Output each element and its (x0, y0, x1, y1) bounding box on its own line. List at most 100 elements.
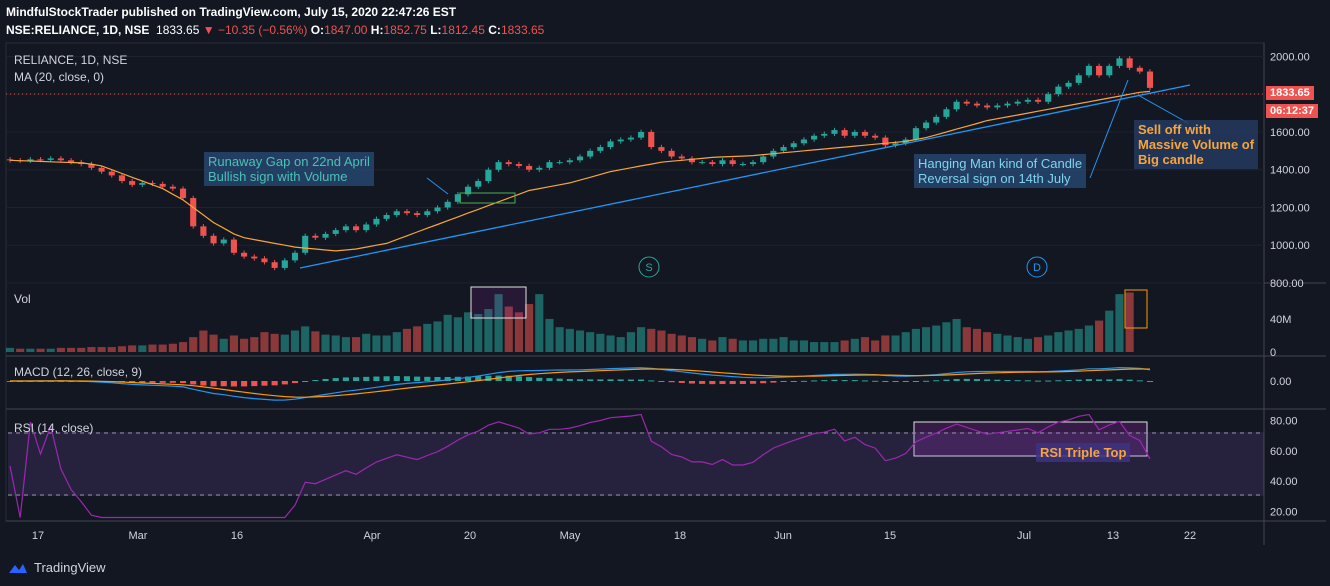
macd-histogram-bar (892, 381, 899, 382)
volume-bar (647, 328, 656, 352)
volume-bar (575, 330, 585, 352)
volume-bar (657, 330, 666, 352)
macd-histogram-bar (1034, 380, 1042, 382)
macd-histogram-bar (831, 379, 838, 381)
selloff-annotation[interactable]: Sell off with Massive Volume of Big cand… (1134, 120, 1259, 169)
macd-histogram-bar (485, 375, 492, 381)
rsi-legend[interactable]: RSI (14, close) (14, 421, 94, 435)
macd-histogram-bar (933, 380, 940, 382)
macd-histogram-bar (169, 381, 176, 383)
volume-bar (1125, 292, 1134, 352)
volume-bar (107, 347, 116, 352)
candle-body (658, 147, 665, 151)
time-tick-label: 16 (231, 530, 243, 542)
macd-histogram-bar (872, 380, 879, 382)
macd-histogram-bar (607, 379, 614, 381)
volume-bar (962, 327, 971, 352)
volume-bar (270, 333, 279, 352)
volume-bar (942, 322, 951, 352)
rsi-tick-label: 40.00 (1270, 476, 1298, 488)
trendline[interactable] (299, 84, 1191, 269)
macd-histogram-bar (780, 381, 787, 382)
candle-body (933, 116, 940, 123)
gap-annotation[interactable]: Runaway Gap on 22nd April Bullish sign w… (204, 152, 374, 186)
rsi-annotation[interactable]: RSI Triple Top (1036, 443, 1131, 462)
candle-body (892, 143, 899, 146)
time-tick-label: 17 (32, 530, 44, 542)
main-legend[interactable]: RELIANCE, 1D, NSE (14, 53, 128, 67)
tradingview-logo[interactable]: TradingView (8, 560, 106, 575)
high-label: H: (370, 23, 384, 37)
volume-bar (1044, 335, 1053, 352)
price-tick-label: 1400.00 (1270, 165, 1310, 177)
volume-bar (56, 347, 65, 352)
brand-text: TradingView (34, 560, 106, 575)
candle-body (251, 256, 258, 259)
macd-histogram-bar (749, 381, 757, 384)
volume-bar (46, 348, 55, 352)
candle-body (169, 186, 176, 189)
macd-histogram-bar (1136, 380, 1143, 382)
volume-bar (810, 342, 819, 352)
candle-body (536, 167, 543, 170)
price-tick-label: 1200.00 (1270, 202, 1310, 214)
volume-bar (922, 327, 931, 352)
macd-histogram-bar (587, 379, 594, 381)
candle-body (923, 122, 930, 129)
candle-body (342, 226, 349, 231)
macd-histogram-bar (515, 376, 522, 381)
volume-bar (789, 340, 798, 352)
macd-histogram-bar (851, 380, 858, 382)
macd-histogram-bar (719, 381, 726, 385)
gap-line-2: Bullish sign with Volume (208, 169, 348, 184)
candle-body (1096, 65, 1103, 76)
open-label: O: (310, 23, 325, 37)
candle-body (139, 182, 146, 185)
candle-body (994, 105, 1001, 108)
candle-body (47, 158, 54, 160)
macd-histogram-bar (648, 380, 655, 382)
volume-bar (596, 333, 605, 352)
candle-body (190, 198, 197, 227)
macd-histogram-bar (393, 376, 400, 381)
volume-bar (1115, 294, 1124, 352)
rsi-tick-label: 60.00 (1270, 446, 1298, 458)
candle-body (332, 230, 339, 234)
volume-bar (626, 332, 635, 352)
volume-bar (1023, 338, 1032, 352)
time-tick-label: Apr (363, 530, 380, 542)
candle-body (566, 160, 573, 163)
volume-bar (1074, 328, 1083, 352)
volume-bar (952, 318, 961, 352)
candle-body (200, 226, 207, 236)
volume-bar (301, 326, 310, 352)
dividend-marker[interactable] (1026, 256, 1048, 278)
volume-bar (260, 332, 269, 352)
candle-body (1014, 101, 1021, 104)
macd-tick-label: 0.00 (1270, 376, 1291, 388)
macd-histogram-bar (576, 379, 584, 381)
volume-bar (219, 338, 228, 352)
candle-body (220, 239, 227, 244)
ma-legend[interactable]: MA (20, close, 0) (14, 70, 105, 84)
macd-histogram-bar (943, 379, 950, 381)
candle-body (475, 181, 482, 187)
split-marker[interactable] (638, 256, 660, 278)
volume-bar (687, 337, 697, 352)
candle-body (688, 158, 696, 163)
macd-legend[interactable]: MACD (12, 26, close, 9) (14, 365, 143, 379)
vol-legend[interactable]: Vol (14, 292, 31, 306)
volume-bar (565, 328, 574, 352)
volume-bar (708, 340, 717, 352)
candle-body (607, 141, 614, 148)
candle-body (291, 252, 299, 261)
volume-bar (840, 340, 849, 352)
candle-body (709, 162, 716, 165)
candle-body (760, 156, 767, 163)
volume-bar (392, 332, 401, 352)
open-value: 1847.00 (324, 23, 368, 37)
candle-body (912, 128, 919, 140)
volume-bar (667, 333, 676, 352)
hanging-annotation[interactable]: Hanging Man kind of Candle Reversal sign… (914, 154, 1087, 188)
